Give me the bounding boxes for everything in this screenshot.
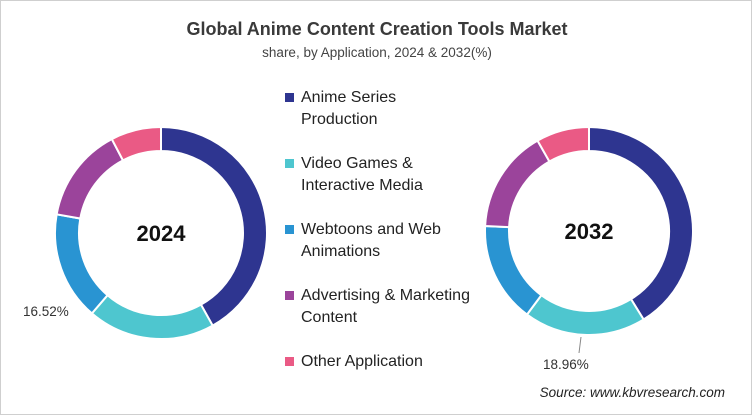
donut-segment-2024-3 [55, 137, 125, 220]
legend-item-advertising: Advertising & Marketing Content [285, 285, 475, 351]
center-label-2024: 2024 [137, 221, 187, 246]
data-label: 16.52% [23, 304, 69, 319]
leader-line [578, 336, 582, 354]
donut-segment-2032-3 [484, 139, 551, 229]
center-label-2032: 2032 [565, 219, 614, 244]
donut-segment-2032-2 [484, 224, 543, 316]
legend-swatch [285, 225, 294, 234]
legend-swatch [285, 291, 294, 300]
donut-segment-2032-4 [536, 125, 590, 163]
legend-swatch [285, 357, 294, 366]
chart-title: Global Anime Content Creation Tools Mark… [186, 19, 568, 39]
legend-item-other: Other Application [285, 351, 475, 414]
donut-segment-2024-2 [54, 213, 109, 315]
source-note: Source: www.kbvresearch.com [539, 385, 725, 400]
legend-label: Video Games & Interactive Media [301, 155, 423, 194]
legend-label: Webtoons and Web Animations [301, 221, 441, 260]
donut-segment-2024-1 [90, 293, 215, 340]
legend-label: Advertising & Marketing Content [301, 287, 470, 326]
legend-item-anime-series: Anime Series Production [285, 87, 475, 153]
legend-label: Anime Series Production [301, 89, 397, 128]
donut-segment-2024-4 [110, 125, 162, 162]
legend-item-video-games: Video Games & Interactive Media [285, 153, 475, 219]
legend-label: Other Application [301, 353, 423, 370]
legend-item-webtoons: Webtoons and Web Animations [285, 219, 475, 285]
donut-segment-2032-1 [525, 293, 645, 336]
legend: Anime Series Production Video Games & In… [285, 87, 475, 414]
legend-swatch [285, 93, 294, 102]
chart-subtitle: share, by Application, 2024 & 2032(%) [262, 45, 492, 60]
legend-swatch [285, 159, 294, 168]
data-label: 18.96% [543, 357, 589, 372]
